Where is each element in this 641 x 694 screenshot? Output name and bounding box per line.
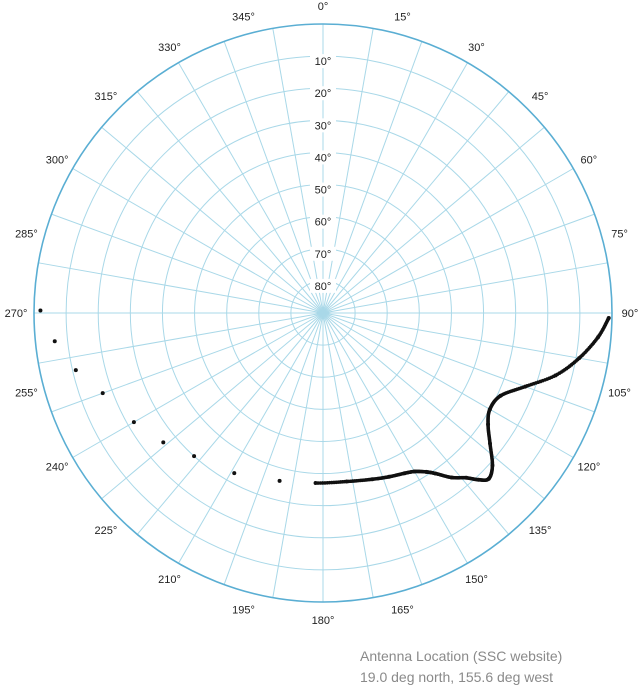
azimuth-spoke-300	[72, 168, 324, 314]
azimuth-spoke-310	[101, 126, 324, 314]
data-point	[161, 440, 166, 445]
elevation-label-bg	[310, 118, 336, 133]
azimuth-tick-label: 60°	[581, 155, 598, 167]
azimuth-spoke-10	[322, 28, 374, 314]
data-point	[38, 308, 43, 313]
azimuth-spoke-170	[322, 312, 374, 598]
elevation-tick-label: 50°	[315, 185, 332, 197]
azimuth-spoke-200	[223, 312, 324, 585]
azimuth-spoke-250	[51, 312, 324, 413]
elevation-tick-label: 30°	[315, 120, 332, 132]
azimuth-spoke-220	[136, 312, 324, 535]
azimuth-spoke-230	[101, 312, 324, 500]
data-point	[192, 454, 197, 459]
data-point	[131, 420, 136, 425]
azimuth-spoke-100	[322, 312, 608, 364]
azimuth-spoke-60	[322, 168, 574, 314]
azimuth-tick-label: 165°	[391, 605, 414, 617]
elevation-label-bg	[310, 214, 336, 229]
azimuth-tick-label: 0°	[318, 1, 329, 13]
azimuth-tick-label: 135°	[529, 525, 552, 537]
elevation-label-bg	[310, 278, 336, 293]
horizon-circle	[33, 23, 613, 603]
azimuth-spoke-260	[38, 312, 324, 364]
azimuth-spoke-50	[322, 126, 545, 314]
azimuth-tick-label: 240°	[46, 462, 69, 474]
azimuth-spoke-340	[223, 41, 324, 314]
azimuth-tick-label: 330°	[158, 42, 181, 54]
elevation-tick-label: 60°	[315, 217, 332, 229]
data-point	[73, 368, 78, 373]
data-point	[100, 391, 105, 396]
azimuth-spoke-80	[322, 262, 608, 314]
azimuth-spoke-290	[51, 213, 324, 314]
azimuth-tick-label: 180°	[312, 615, 335, 627]
axis-labels: 0° 15° 30° 45° 60° 75° 90° 105° 120° 135° 150° 165°…	[5, 1, 639, 627]
azimuth-spoke-210	[178, 312, 324, 564]
azimuth-tick-label: 285°	[15, 229, 38, 241]
azimuth-spoke-120	[322, 312, 574, 458]
caption-antenna-location: Antenna Location (SSC website)	[360, 648, 563, 664]
azimuth-spoke-150	[322, 312, 468, 564]
azimuth-tick-label: 345°	[232, 11, 255, 23]
polar-grid	[33, 23, 613, 603]
azimuth-spoke-20	[322, 41, 423, 314]
data-point	[277, 478, 282, 483]
azimuth-tick-label: 30°	[468, 42, 485, 54]
elevation-tick-label: 70°	[315, 249, 332, 261]
azimuth-tick-label: 75°	[611, 229, 628, 241]
data-point	[232, 471, 237, 476]
data-point	[52, 339, 57, 344]
azimuth-spoke-240	[72, 312, 324, 458]
data-points	[38, 308, 611, 486]
azimuth-tick-label: 45°	[532, 91, 549, 103]
elevation-label-bg	[310, 150, 336, 165]
azimuth-spoke-280	[38, 262, 324, 314]
azimuth-tick-label: 225°	[95, 525, 118, 537]
elevation-label-bg	[310, 246, 336, 261]
caption-coordinates: 19.0 deg north, 155.6 deg west	[360, 669, 554, 685]
elevation-tick-label: 10°	[315, 56, 332, 68]
azimuth-tick-label: 255°	[15, 387, 38, 399]
azimuth-spoke-350	[272, 28, 324, 314]
azimuth-spoke-140	[322, 312, 510, 535]
azimuth-tick-label: 315°	[95, 91, 118, 103]
azimuth-tick-label: 210°	[158, 574, 181, 586]
azimuth-tick-label: 150°	[465, 574, 488, 586]
elevation-label-bg	[310, 54, 336, 69]
azimuth-tick-label: 90°	[622, 308, 639, 320]
azimuth-spoke-110	[322, 312, 595, 413]
azimuth-spoke-30	[322, 62, 468, 314]
elevation-label-bg	[310, 86, 336, 101]
azimuth-tick-label: 300°	[46, 155, 69, 167]
azimuth-spoke-190	[272, 312, 324, 598]
azimuth-spoke-330	[178, 62, 324, 314]
azimuth-tick-label: 15°	[394, 11, 411, 23]
azimuth-tick-label: 270°	[5, 308, 28, 320]
azimuth-spoke-320	[136, 91, 324, 314]
azimuth-spoke-130	[322, 312, 545, 500]
elevation-tick-label: 40°	[315, 152, 332, 164]
azimuth-tick-label: 105°	[608, 387, 631, 399]
elevation-label-bg	[310, 182, 336, 197]
azimuth-tick-label: 195°	[232, 605, 255, 617]
azimuth-tick-label: 120°	[577, 462, 600, 474]
elevation-tick-label: 80°	[315, 281, 332, 293]
azimuth-spoke-40	[322, 91, 510, 314]
azimuth-spoke-70	[322, 213, 595, 314]
elevation-tick-label: 20°	[315, 88, 332, 100]
polar-plot: 0° 15° 30° 45° 60° 75° 90° 105° 120° 135° 150° 165°…	[5, 1, 639, 627]
data-point	[606, 315, 611, 320]
azimuth-spoke-160	[322, 312, 423, 585]
